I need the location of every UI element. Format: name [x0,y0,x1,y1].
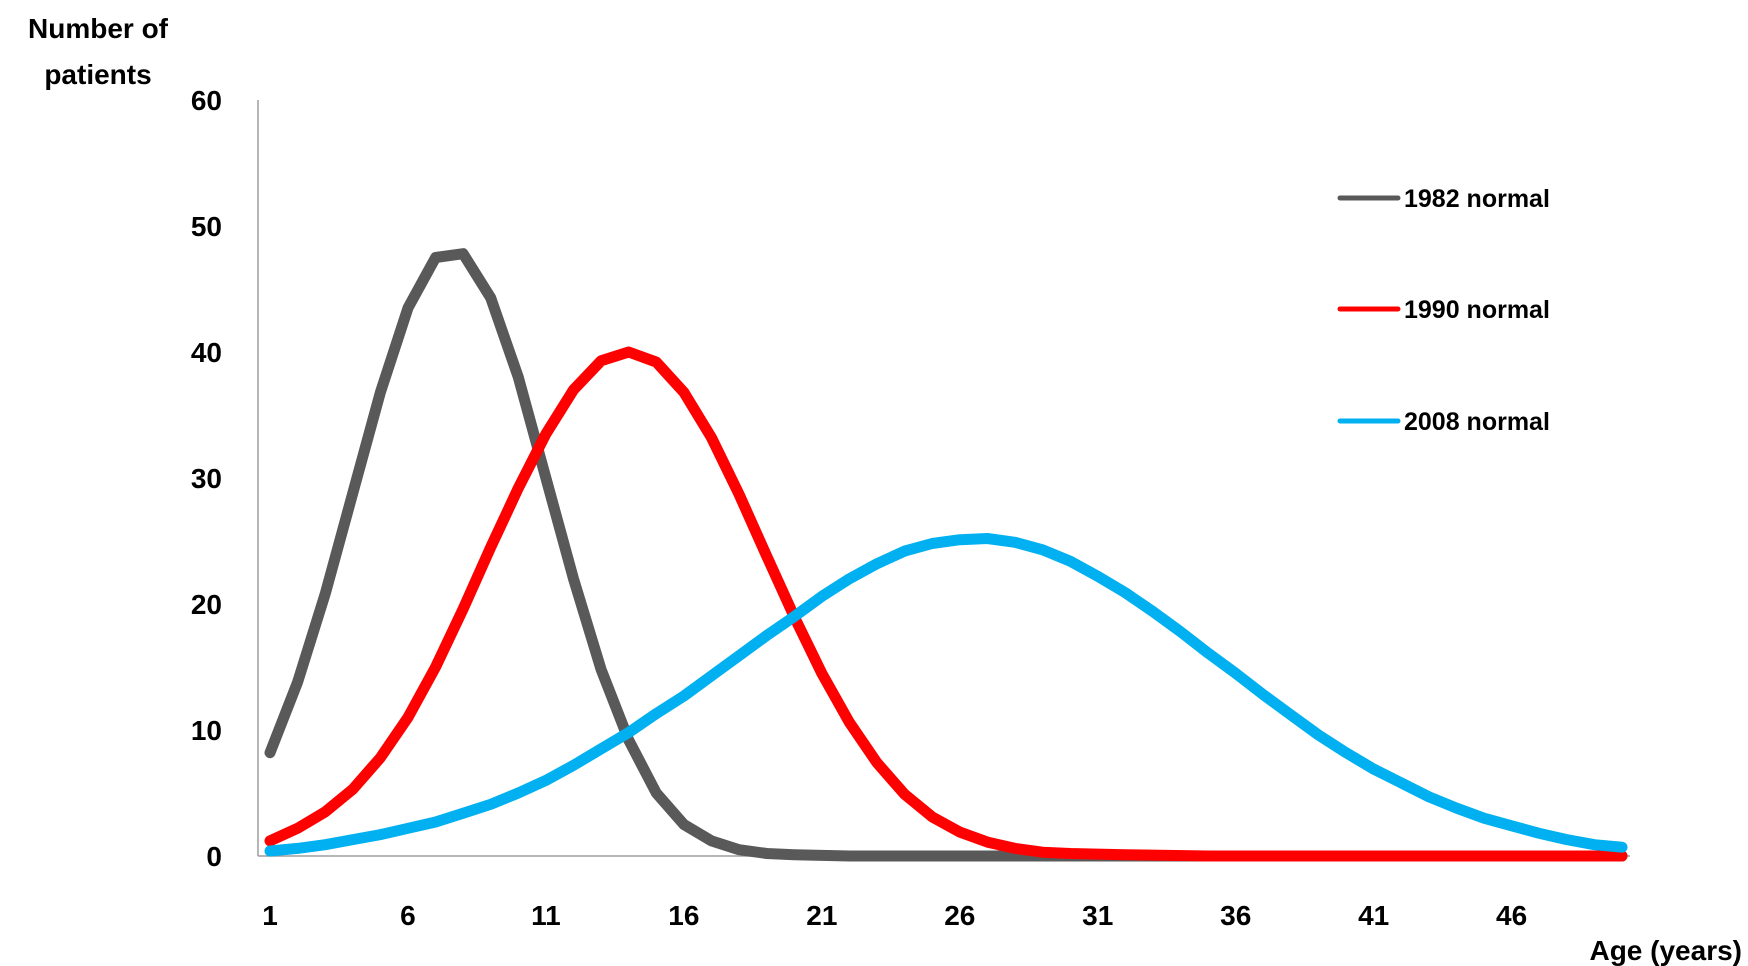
x-tick-label: 41 [1358,900,1389,931]
x-tick-label: 46 [1496,900,1527,931]
y-tick-label: 60 [191,85,222,116]
y-tick-label: 10 [191,715,222,746]
legend-label: 2008 normal [1404,408,1550,436]
series-line [264,248,1628,862]
series-lines [264,248,1628,862]
legend-label: 1990 normal [1404,296,1550,324]
y-tick-label: 50 [191,211,222,242]
x-tick-label: 31 [1082,900,1113,931]
y-axis-tick-labels: 0 10 20 30 40 50 60 [191,85,222,872]
y-axis-title-line: patients [44,59,151,90]
x-tick-label: 26 [944,900,975,931]
x-axis-tick-labels: 1 6 11 16 21 26 31 36 41 46 [262,900,1527,931]
y-axis-title: Number of patients [28,13,169,90]
y-tick-label: 20 [191,589,222,620]
y-tick-label: 0 [206,841,222,872]
x-tick-label: 16 [668,900,699,931]
y-tick-label: 40 [191,337,222,368]
x-tick-label: 1 [262,900,278,931]
x-axis-title: Age (years) [1589,935,1742,966]
legend-label: 1982 normal [1404,185,1550,213]
series-line [264,533,1628,857]
x-tick-label: 36 [1220,900,1251,931]
legend: 1982 normal 1990 normal 2008 normal [1337,185,1550,436]
series-line [264,346,1628,862]
x-tick-label: 11 [531,900,561,931]
x-tick-label: 6 [400,900,416,931]
y-axis-title-line: Number of [28,13,169,44]
x-tick-label: 21 [806,900,837,931]
y-tick-label: 30 [191,463,222,494]
